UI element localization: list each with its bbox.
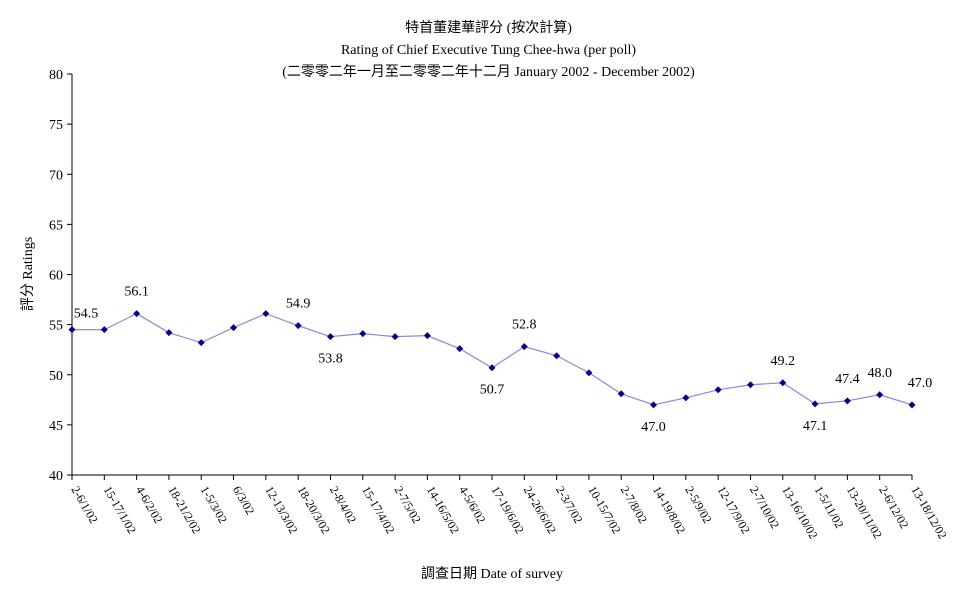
x-tick-label: 6/3/02 <box>230 484 257 518</box>
data-point <box>100 326 108 334</box>
x-tick-label: 12-17/9/02 <box>715 484 753 537</box>
y-tick-label: 75 <box>49 118 63 133</box>
x-tick-label: 2-7/5/02 <box>391 484 423 526</box>
data-point <box>456 345 464 353</box>
x-tick-label: 14-16/5/02 <box>424 484 462 537</box>
data-point <box>326 333 334 341</box>
data-point <box>520 343 528 351</box>
x-tick-label: 13-18/12/02 <box>908 484 949 542</box>
chart-title: 特首董建華評分 (按次計算) <box>405 21 572 36</box>
data-label: 47.1 <box>803 419 828 434</box>
chart-subtitle-period: (二零零二年一月至二零零二年十二月 January 2002 - Decembe… <box>282 65 695 80</box>
data-point <box>843 397 851 405</box>
data-point <box>488 364 496 372</box>
x-tick-label: 1-5/3/02 <box>198 484 230 526</box>
y-tick-label: 65 <box>49 218 63 233</box>
data-point <box>262 310 270 318</box>
y-tick-label: 45 <box>49 419 63 434</box>
x-axis-label: 調查日期 Date of survey <box>421 566 563 582</box>
x-tick-label: 2-5/9/02 <box>682 484 714 526</box>
data-label: 47.0 <box>641 420 666 435</box>
y-tick-label: 70 <box>49 168 63 183</box>
y-axis-ticks: 40 45 50 55 60 65 70 75 80 <box>49 68 72 484</box>
data-label: 56.1 <box>124 285 149 300</box>
data-point <box>133 310 141 318</box>
data-point <box>230 324 238 332</box>
x-tick-label: 15-17/4/02 <box>359 484 397 537</box>
x-tick-label: 2-6/1/02 <box>68 484 100 526</box>
data-point <box>423 332 431 340</box>
x-tick-label: 2-6/12/02 <box>876 484 911 531</box>
data-label: 54.9 <box>286 297 311 312</box>
data-label: 47.0 <box>908 376 933 391</box>
data-point <box>359 330 367 338</box>
data-point <box>617 390 625 398</box>
data-point <box>779 379 787 387</box>
x-tick-label: 2-8/4/02 <box>327 484 359 526</box>
data-label: 47.4 <box>835 372 860 387</box>
data-point <box>876 391 884 399</box>
x-tick-label: 4-5/6/02 <box>456 484 488 526</box>
y-tick-label: 60 <box>49 269 63 284</box>
x-tick-label: 14-19/8/02 <box>650 484 688 537</box>
data-point <box>746 381 754 389</box>
x-tick-label: 15-17/1/02 <box>101 484 139 537</box>
data-label: 54.5 <box>74 307 99 322</box>
data-point <box>650 401 658 409</box>
data-label: 53.8 <box>318 352 343 367</box>
data-point <box>585 369 593 377</box>
data-point <box>714 386 722 394</box>
data-point <box>811 400 819 408</box>
x-tick-label: 10-15/7/02 <box>585 484 623 537</box>
x-tick-label: 4-6/2/02 <box>133 484 165 526</box>
x-axis-ticks: 2-6/1/02 15-17/1/024-6/2/02 18-21/2/021-5/… <box>68 475 950 542</box>
x-tick-label: 2-7/10/02 <box>747 484 782 531</box>
data-label: 49.2 <box>771 354 796 369</box>
data-point <box>391 333 399 341</box>
data-point <box>197 339 205 347</box>
x-tick-label: 18-21/2/02 <box>165 484 203 537</box>
series-ratings <box>68 310 916 409</box>
y-tick-label: 40 <box>49 469 63 484</box>
y-tick-label: 55 <box>49 319 63 334</box>
x-tick-label: 1-5/11/02 <box>811 484 846 531</box>
y-tick-label: 50 <box>49 369 63 384</box>
data-point <box>908 401 916 409</box>
data-point <box>553 352 561 360</box>
data-point <box>165 329 173 337</box>
data-label: 52.8 <box>512 318 537 333</box>
chart-subtitle: Rating of Chief Executive Tung Chee-hwa … <box>340 43 637 58</box>
data-point <box>682 394 690 402</box>
data-label: 48.0 <box>867 366 892 381</box>
data-label: 50.7 <box>480 383 505 398</box>
data-labels: 54.5 56.1 54.9 53.8 50.7 52.8 47.0 49.2 47.1 47.4… <box>74 285 933 435</box>
data-point <box>68 326 76 334</box>
y-axis-label: 評分 Ratings <box>20 237 36 311</box>
x-tick-label: 17-19/6/02 <box>488 484 526 537</box>
x-tick-label: 2-7/8/02 <box>618 484 650 526</box>
data-point <box>294 322 302 330</box>
x-tick-label: 12-13/3/02 <box>262 484 300 537</box>
y-tick-label: 80 <box>49 68 63 83</box>
chart-axes <box>71 74 912 476</box>
x-tick-label: 2-3/7/02 <box>553 484 585 526</box>
